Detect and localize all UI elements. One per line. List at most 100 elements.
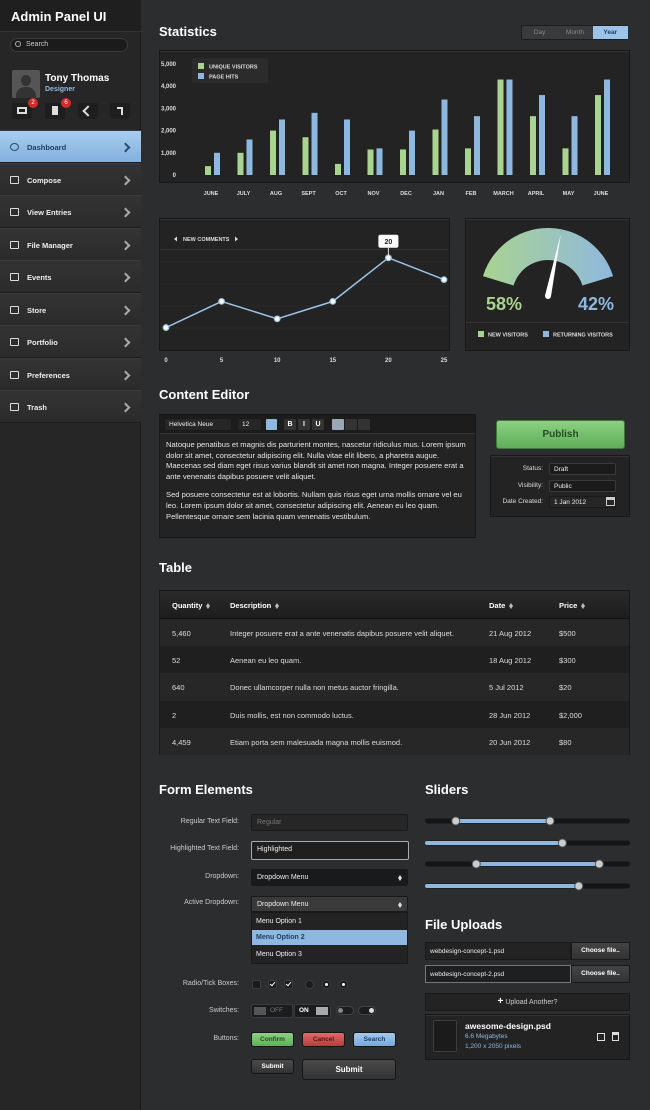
table-cell: 4,459 [172, 737, 191, 747]
table-header [160, 591, 629, 619]
file-name: awesome-design.psd [465, 1021, 551, 1031]
nav-item[interactable]: View Entries [0, 195, 141, 228]
button[interactable]: Submit [302, 1059, 396, 1080]
nav-label: Trash [27, 403, 48, 412]
column-header[interactable]: Price [559, 601, 578, 610]
nav-item[interactable]: Store [0, 292, 141, 326]
radio-dot [325, 983, 328, 986]
button[interactable]: Confirm [251, 1032, 294, 1047]
active-dropdown[interactable]: Dropdown Menu [251, 896, 408, 912]
range-tab[interactable]: Month [565, 29, 584, 36]
menu-option[interactable]: Menu Option 1 [256, 918, 302, 925]
table-row [160, 673, 629, 701]
form-label: Active Dropdown: [184, 899, 239, 906]
range-tab[interactable]: Year [592, 26, 628, 39]
dropdown-arrow [398, 873, 402, 878]
x-tick-label: OCT [335, 191, 347, 197]
toggle[interactable] [358, 1006, 376, 1015]
checkbox[interactable] [252, 980, 261, 989]
inbox-button[interactable] [12, 103, 32, 119]
range-tab[interactable]: Day [533, 29, 546, 36]
file-icon [433, 1020, 457, 1052]
form-label: Regular Text Field: [180, 818, 239, 825]
button[interactable]: Submit [251, 1059, 294, 1074]
table-cell: 52 [172, 656, 181, 666]
format-button[interactable]: B [284, 419, 296, 430]
form-label: Radio/Tick Boxes: [182, 980, 239, 987]
table-cell: 2 [172, 710, 177, 720]
column-header[interactable]: Quantity [172, 601, 203, 610]
menu-option[interactable]: Menu Option 2 [252, 930, 407, 946]
table-cell: $20 [559, 683, 572, 693]
dropdown-arrow [398, 878, 402, 883]
search-box[interactable] [10, 38, 128, 52]
logout-button[interactable] [110, 103, 130, 119]
nav-item[interactable]: Trash [0, 390, 141, 423]
user-role: Designer [45, 86, 75, 93]
nav-item[interactable]: File Manager [0, 227, 141, 261]
slider-fill [425, 841, 563, 845]
nav-item[interactable]: Events [0, 260, 141, 293]
align-center-button[interactable] [345, 419, 357, 430]
checkbox[interactable] [284, 980, 293, 989]
checkbox[interactable] [268, 980, 277, 989]
radio[interactable] [305, 980, 314, 989]
publish-button[interactable]: Publish [496, 420, 625, 449]
toggle[interactable] [336, 1006, 354, 1015]
choose-file-button[interactable]: Choose file.. [571, 942, 630, 960]
align-right-button[interactable] [358, 419, 370, 430]
button[interactable]: Search [353, 1032, 396, 1047]
nav-item[interactable]: Dashboard [0, 130, 141, 163]
column-header[interactable]: Date [489, 601, 506, 610]
highlighted-text-field[interactable]: Highlighted [251, 841, 409, 860]
button[interactable]: Cancel [302, 1032, 345, 1047]
sort-icon [581, 606, 586, 611]
column-header[interactable]: Description [230, 601, 272, 610]
dropdown[interactable]: Dropdown Menu [251, 869, 408, 886]
editor-text[interactable]: Natoque penatibus et magnis dis parturie… [166, 440, 468, 522]
form-label: Switches: [209, 1007, 239, 1014]
field-select[interactable]: Public [549, 479, 616, 492]
nav-item[interactable]: Portfolio [0, 325, 141, 358]
nav-label: Preferences [27, 370, 70, 380]
file-input[interactable]: webdesign-concept-1.psd [425, 942, 571, 960]
choose-file-button[interactable]: Choose file.. [571, 965, 630, 983]
nav-item[interactable]: Compose [0, 162, 141, 196]
switch-on[interactable]: ON [294, 1004, 331, 1018]
file-input[interactable]: webdesign-concept-2.psd [425, 965, 571, 983]
field-label: Date Created: [502, 498, 543, 505]
slider-track [425, 818, 630, 824]
field-select[interactable]: 1 Jan 2012 [549, 496, 616, 508]
font-select[interactable]: Helvetica Neue [164, 418, 232, 431]
sort-icon [509, 601, 514, 606]
notes-button[interactable] [45, 103, 65, 119]
nav-item[interactable]: Preferences [0, 357, 141, 391]
switch-off[interactable]: OFF [251, 1004, 293, 1018]
table-cell: Integer posuere erat a ante venenatis da… [230, 629, 454, 638]
align-left-button[interactable] [332, 419, 344, 430]
chevron [120, 337, 131, 348]
paragraph: Sed posuere consectetur est at lobortis.… [166, 490, 462, 521]
delete-icon[interactable] [612, 1032, 619, 1041]
regular-text-field[interactable]: Regular [251, 814, 408, 831]
format-button[interactable]: I [298, 419, 310, 430]
upload-another[interactable]: + Upload Another? [425, 993, 630, 1011]
menu-option[interactable]: Menu Option 3 [256, 950, 302, 958]
edit-icon[interactable] [597, 1033, 605, 1041]
format-button[interactable]: U [312, 419, 324, 430]
calendar-icon[interactable] [606, 497, 615, 506]
x-tick-label: 15 [329, 358, 336, 364]
slider-handle [471, 859, 481, 869]
decoration [117, 107, 123, 115]
x-tick-label: JUNE [204, 191, 219, 197]
nav-label: File Manager [27, 240, 73, 250]
decoration [17, 107, 27, 114]
x-tick-label: FEB [466, 191, 477, 197]
size-select[interactable]: 12 [237, 418, 262, 431]
field-select[interactable]: Draft [549, 463, 616, 475]
x-tick-label: AUG [270, 191, 282, 197]
tools-button[interactable] [78, 103, 98, 119]
section-title: Statistics [159, 24, 217, 39]
color-swatch[interactable] [266, 419, 277, 430]
